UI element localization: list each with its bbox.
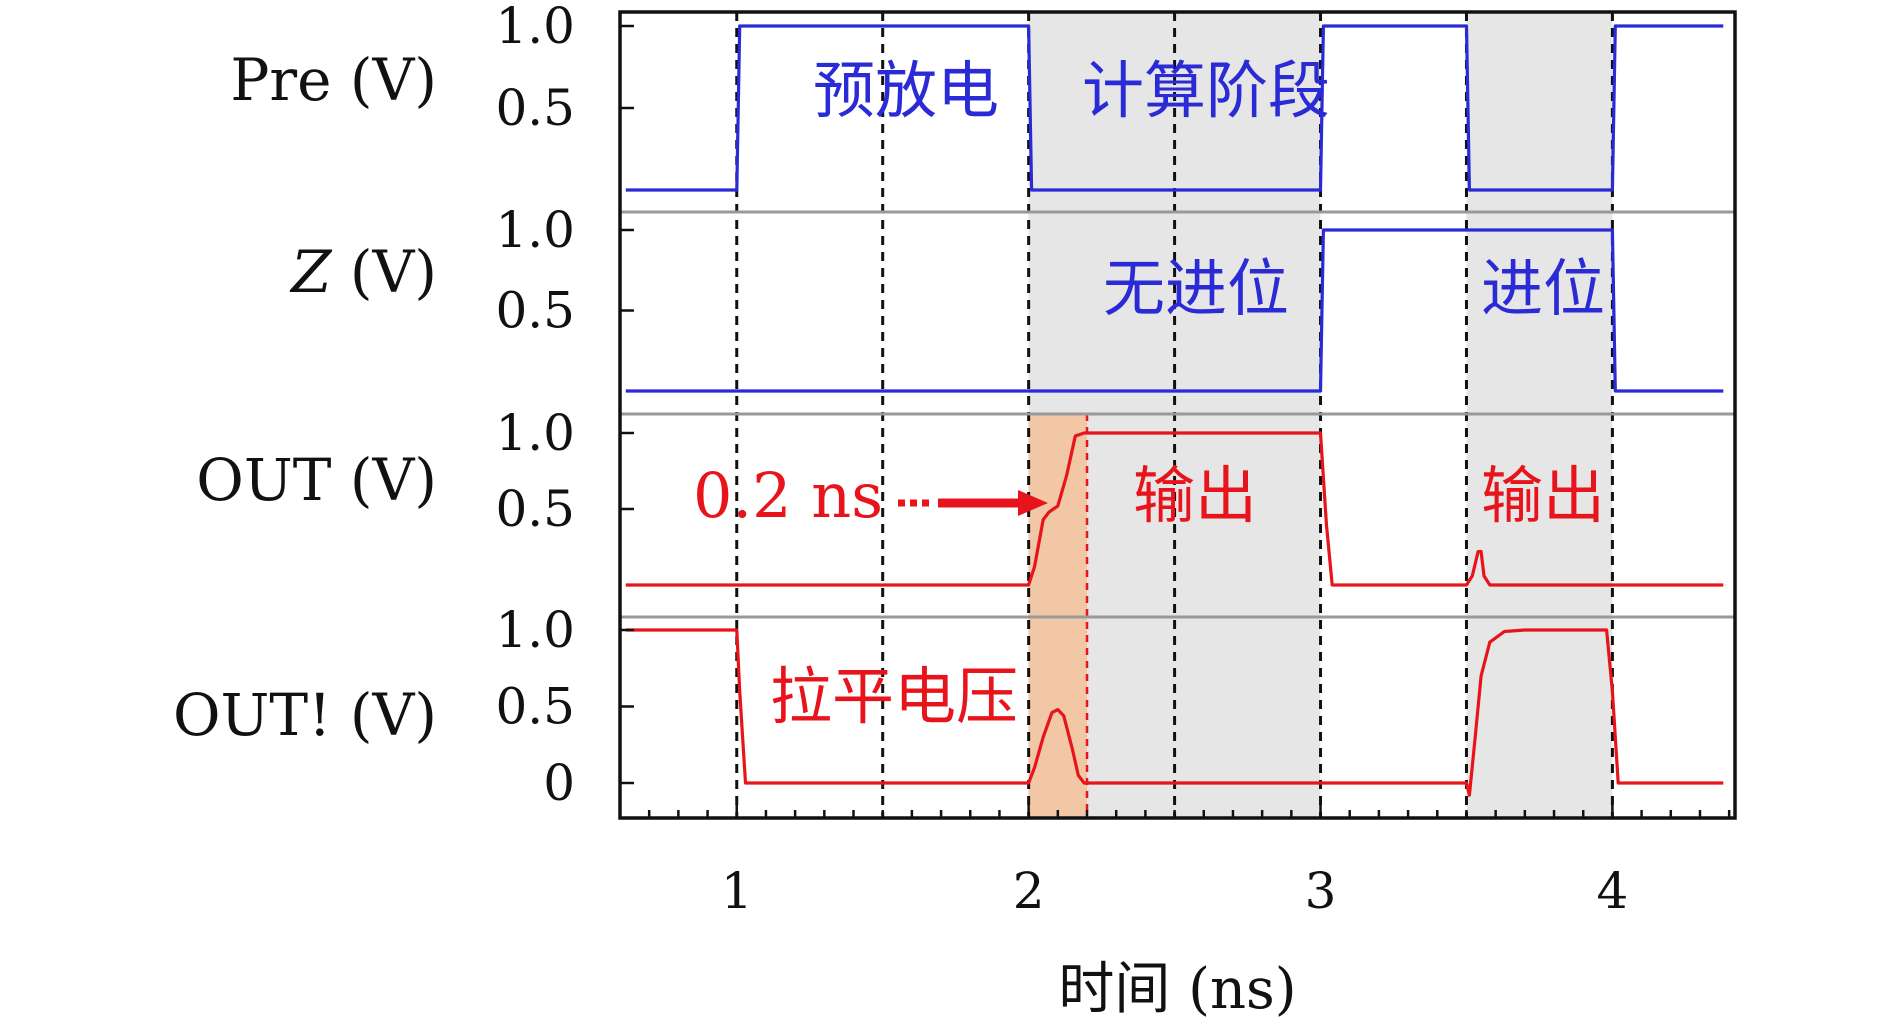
annotation-pre-1: 计算阶段 (1082, 54, 1330, 127)
y-tick-label: 1.0 (495, 601, 575, 659)
x-tick-label: 3 (1305, 862, 1337, 920)
annotation-out-1: 输出 (1133, 459, 1257, 532)
series-lines (625, 24, 1724, 797)
series-line-z-0 (625, 228, 1724, 393)
panel-label-outbar: OUT! (V) (173, 681, 437, 749)
y-tick-label: 1.0 (495, 201, 575, 259)
y-tick-label: 0.5 (495, 79, 575, 137)
annotation-out-0: 0.2 ns (693, 459, 883, 532)
annotation-outbar-0: 拉平电压 (770, 660, 1018, 733)
plot-frame (618, 10, 1737, 820)
axis-labels: 1 2 3 4 1.0 0.5 Pre (V) 1.0 0.5 Z (V) 1.0 0.5 OUT (V… (173, 0, 1628, 920)
plot-frame-rect (618, 10, 1737, 820)
y-tick-label: 0.5 (495, 282, 575, 340)
y-tick-label: 0 (543, 754, 575, 812)
panel-label-z: Z (V) (289, 238, 437, 306)
y-tick-label: 1.0 (495, 404, 575, 462)
series-line-outbar-0 (625, 628, 1724, 797)
y-tick-label: 0.5 (495, 678, 575, 736)
annotation-z-0: 无进位 (1103, 252, 1289, 325)
arrow-0-2ns-head (1018, 490, 1048, 516)
x-tick-label: 1 (721, 862, 753, 920)
panel-separators (620, 210, 1735, 619)
panel-label-pre: Pre (V) (230, 46, 437, 114)
axis-ticks (620, 24, 1731, 818)
series-line-out-0 (625, 431, 1724, 587)
y-tick-label: 1.0 (495, 0, 575, 55)
y-tick-label: 0.5 (495, 480, 575, 538)
panel-label-out: OUT (V) (196, 446, 437, 514)
x-tick-label: 4 (1597, 862, 1629, 920)
annotation-out-2: 输出 (1481, 459, 1605, 532)
x-axis-title: 时间 (ns) (1058, 957, 1296, 1022)
annotation-z-1: 进位 (1481, 252, 1605, 325)
annotation-pre-0: 预放电 (813, 54, 999, 127)
series-line-pre-0 (625, 24, 1724, 192)
x-tick-label: 2 (1013, 862, 1045, 920)
